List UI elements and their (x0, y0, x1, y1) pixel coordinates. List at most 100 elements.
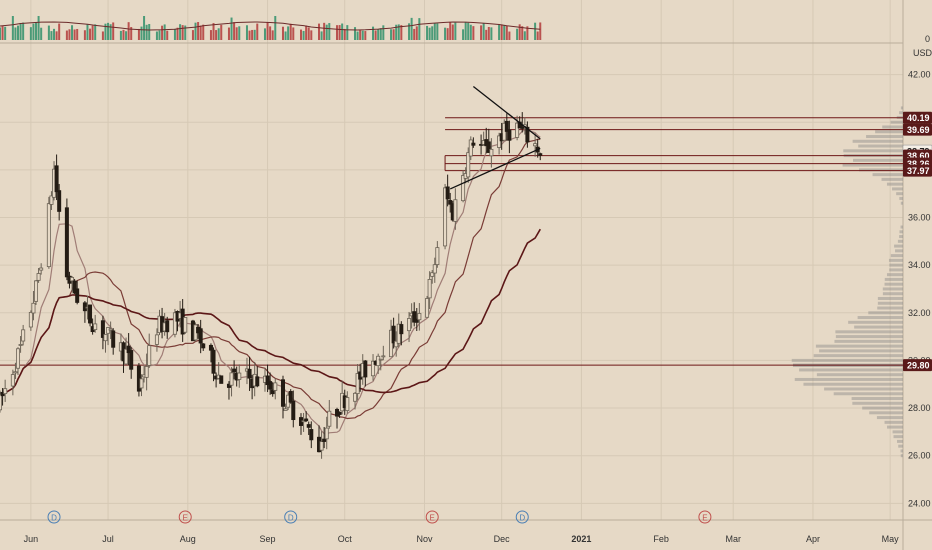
volume-bar (256, 23, 259, 40)
candle-body (165, 320, 170, 333)
candle-body (54, 165, 59, 193)
volume-bar (32, 23, 35, 40)
candle-body (381, 355, 386, 358)
candle-body (445, 186, 450, 200)
triangle-upper-line (472, 85, 541, 140)
profile-bar (877, 306, 903, 310)
candle-body (427, 279, 432, 299)
candle-body (229, 372, 234, 386)
volume-bar (104, 23, 107, 40)
candle-body (389, 329, 394, 358)
candle-body (486, 141, 491, 153)
profile-bar (884, 420, 903, 424)
profile-bar (899, 111, 903, 115)
volume-bar (284, 31, 287, 40)
dividend-marker-letter: D (51, 514, 57, 523)
volume-bar (184, 25, 187, 40)
price-tick-label: 24.00 (908, 498, 931, 508)
candle-body (100, 320, 105, 338)
profile-bar (896, 192, 903, 196)
profile-bar (868, 311, 903, 315)
volume-bar (300, 29, 302, 40)
volume-bar (199, 25, 202, 40)
profile-bar (875, 130, 903, 134)
time-tick-label: Oct (338, 534, 353, 544)
profile-bar (899, 235, 903, 239)
price-label-text: 37.97 (907, 166, 930, 176)
volume-bar (372, 26, 375, 40)
volume-bar (408, 23, 411, 40)
volume-bar (4, 26, 7, 40)
volume-bar (287, 26, 290, 40)
volume-bar (392, 29, 395, 40)
profile-bar (882, 287, 903, 291)
volume-bar (436, 23, 439, 40)
volume-bar (248, 30, 251, 40)
volume-bar (220, 24, 223, 40)
volume-bar (343, 28, 346, 40)
volume-bar (73, 29, 76, 40)
candle-body (147, 345, 152, 366)
price-label-box (903, 359, 932, 372)
time-axis[interactable]: Jun Jul Aug Sep Oct Nov Dec 2021 Feb Mar Apr May (24, 534, 900, 544)
candle-body (88, 304, 93, 324)
volume-bar (19, 22, 22, 40)
earnings-marker-letter: E (430, 514, 435, 523)
volume-bar (40, 27, 43, 40)
profile-bar (884, 277, 903, 281)
candle-body (324, 427, 329, 440)
candle-body (0, 391, 5, 397)
volume-bar (109, 24, 112, 40)
profile-bar (884, 282, 903, 286)
volume-bar (490, 27, 493, 40)
volume-bar (22, 22, 25, 40)
volume-bar (516, 28, 519, 40)
candlestick-series[interactable] (0, 112, 543, 459)
price-tick-label: 32.00 (908, 308, 931, 318)
volume-bar (382, 25, 385, 40)
price-tick-label: 26.00 (908, 451, 931, 461)
profile-bar (842, 163, 903, 167)
volume-bar (521, 26, 524, 40)
time-tick-label: Nov (416, 534, 433, 544)
candle-body (283, 408, 288, 411)
profile-bar (895, 249, 903, 253)
profile-bar (898, 444, 903, 448)
volume-zero-label: 0 (925, 34, 930, 44)
profile-bar (897, 239, 903, 243)
profile-bar (900, 106, 903, 110)
candle-body (139, 378, 144, 389)
candle-body (468, 139, 473, 157)
volume-bar (487, 26, 490, 40)
volume-bar (68, 29, 71, 40)
candle-body (363, 360, 368, 378)
profile-bar (851, 397, 903, 401)
earnings-marker-letter: E (702, 514, 707, 523)
candle-body (479, 143, 484, 146)
profile-bar (835, 330, 903, 334)
volume-bar (269, 26, 272, 40)
triangle-pattern[interactable] (449, 85, 541, 190)
profile-bar (834, 339, 903, 343)
candle-body (70, 277, 75, 282)
volume-bar (53, 28, 56, 40)
volume-bar (91, 25, 94, 40)
volume-bar (158, 30, 161, 40)
candle-body (49, 195, 54, 205)
profile-bar (799, 368, 903, 372)
price-axis[interactable]: USD042.0040.0038.0036.0034.0032.0030.002… (902, 34, 932, 508)
volume-bar (122, 29, 125, 40)
volume-bar (86, 24, 89, 40)
volume-bar (47, 25, 50, 40)
profile-bar (886, 273, 903, 277)
time-tick-label: Jul (102, 534, 114, 544)
candle-body (10, 374, 15, 387)
time-tick-label: Feb (653, 534, 669, 544)
profile-bar (882, 292, 903, 296)
candle-body (270, 389, 275, 395)
candle-body (34, 280, 39, 302)
volume-bar (119, 30, 122, 40)
volume-bar (534, 22, 537, 40)
